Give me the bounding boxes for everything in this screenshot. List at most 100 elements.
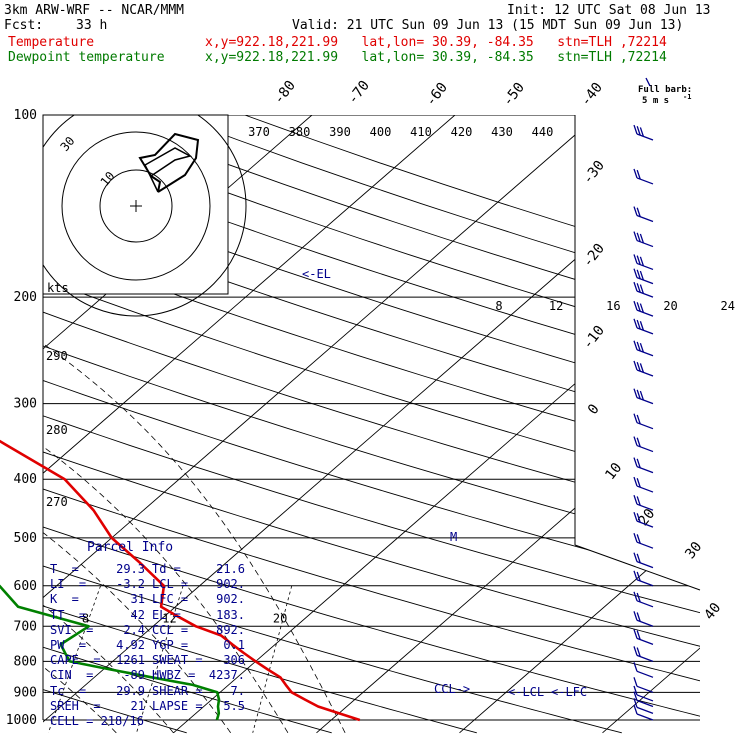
moist-adiabat [43, 296, 289, 734]
wind-barb-flag [636, 437, 641, 447]
dry-adiabat [244, 115, 700, 734]
parcel-info-value: 892. [216, 622, 245, 637]
dry-adiabat [43, 115, 622, 734]
wind-barb-flag [633, 388, 638, 398]
wind-barb-flag [636, 207, 641, 217]
isotherm-label: -50 [500, 80, 528, 110]
wind-barb-flag [633, 457, 638, 467]
isotherm [43, 115, 599, 734]
parcel-info-value: 29.3 [116, 562, 145, 576]
theta-label: 400 [370, 125, 392, 139]
barb-legend-title: Full barb: [638, 85, 692, 95]
parcel-info-title: Parcel Info [87, 540, 174, 555]
ccl-annotation: CCL-> [434, 682, 470, 696]
parcel-info-key: LAPSE = [152, 698, 203, 713]
wind-barb-flag [639, 363, 645, 373]
wind-barb-flag [636, 361, 641, 372]
parcel-info-value: -3.2 [116, 577, 145, 592]
wind-barb-flag [639, 233, 645, 244]
wind-barb-flag [639, 303, 645, 313]
wind-barb-flag [633, 629, 638, 639]
hodograph-speed-label: kts [47, 281, 69, 295]
wind-barb-flag [639, 390, 645, 401]
wind-barb-staff [636, 600, 654, 608]
wind-barb-flag [633, 677, 638, 687]
wind-barb-flag [633, 318, 638, 329]
dry-adiabat [43, 115, 187, 734]
theta-label: 410 [410, 125, 432, 139]
wind-barb-flag [633, 268, 638, 278]
theta-label: 270 [46, 495, 68, 509]
wind-barb-staff [636, 699, 654, 708]
wind-barb-flag [636, 647, 641, 657]
dry-adiabat [43, 115, 700, 734]
parcel-info-value: 29.9 [116, 683, 145, 698]
parcel-info-value: 21 [130, 698, 145, 713]
theta-label: 440 [532, 125, 554, 139]
wind-barb-flag [633, 206, 638, 216]
theta-label: 420 [451, 125, 473, 139]
wind-barb-flag [633, 570, 638, 580]
parcel-info-key: T = [50, 562, 79, 576]
parcel-info-value: -89 [123, 668, 145, 683]
mixing-ratio-line [0, 586, 9, 733]
wind-barb-flag [633, 591, 638, 602]
parcel-info-key: LI = [50, 577, 87, 592]
hodograph-ring-inner [99, 169, 173, 243]
wind-barb-flag [633, 360, 638, 371]
dry-adiabat [43, 115, 700, 734]
wind-barb-staff [636, 444, 654, 453]
wind-barb-flag [636, 571, 641, 582]
pressure-tick-label: 900 [14, 685, 37, 700]
hodograph [43, 115, 247, 317]
wind-barb-flag [636, 553, 641, 564]
wind-barb-staff [636, 277, 654, 285]
wind-barb-staff [636, 685, 654, 693]
parcel-info-value: 42 [130, 607, 145, 622]
wind-barb-flag [636, 283, 641, 293]
wind-barb-flag [636, 341, 641, 352]
wind-barb-staff [636, 290, 654, 298]
wind-barb-staff [636, 561, 654, 569]
dry-adiabat [43, 115, 700, 734]
wind-barb-flag [633, 254, 638, 264]
dry-adiabat [170, 115, 700, 734]
wind-barb-flag [633, 300, 638, 311]
wind-barb-flag [633, 340, 638, 350]
dry-adiabat [43, 115, 332, 734]
wind-barb-staff [636, 133, 654, 141]
theta-label: 430 [491, 125, 513, 139]
parcel-info-value: 183. [216, 607, 245, 622]
wind-barb-staff [636, 349, 654, 357]
pressure-tick-label: 1000 [6, 713, 37, 728]
temperature-station-info: x,y=922.18,221.99 lat,lon= 30.39, -84.35… [205, 35, 667, 50]
theta-label: 370 [248, 125, 270, 139]
isotherm-label: -70 [345, 78, 373, 108]
forecast-label: Fcst: [4, 18, 44, 33]
wind-barb-flag [639, 127, 645, 137]
dewpoint-legend: Dewpoint temperature [8, 50, 165, 65]
parcel-info-value: 2.4 [123, 622, 145, 637]
isotherm-label: -20 [580, 241, 608, 271]
wind-barb-flag [633, 662, 638, 672]
wind-barb-flag [636, 458, 641, 468]
wind-barb-flag [633, 494, 638, 505]
wind-barb-staff [636, 694, 654, 702]
parcel-info-value: 4237. [208, 668, 245, 683]
wind-barb-flag [636, 232, 641, 242]
wind-barb-flag [636, 612, 641, 622]
wind-barb-flag [636, 126, 641, 136]
theta-label: 280 [46, 423, 68, 437]
parcel-info-key: HWBZ = [152, 668, 196, 683]
dry-adiabat [43, 115, 700, 734]
isotherm [173, 115, 700, 734]
wind-barb-flag [636, 513, 641, 523]
parcel-info-key: PW = [50, 638, 87, 652]
dry-adiabat [43, 115, 700, 734]
isotherm-label: -10 [580, 323, 608, 353]
m-annotation: M [450, 530, 457, 544]
wind-barb-flag [633, 552, 638, 562]
wind-barb-staff [636, 619, 654, 627]
pressure-tick-label: 100 [14, 108, 37, 123]
wind-barb-staff [636, 239, 654, 248]
